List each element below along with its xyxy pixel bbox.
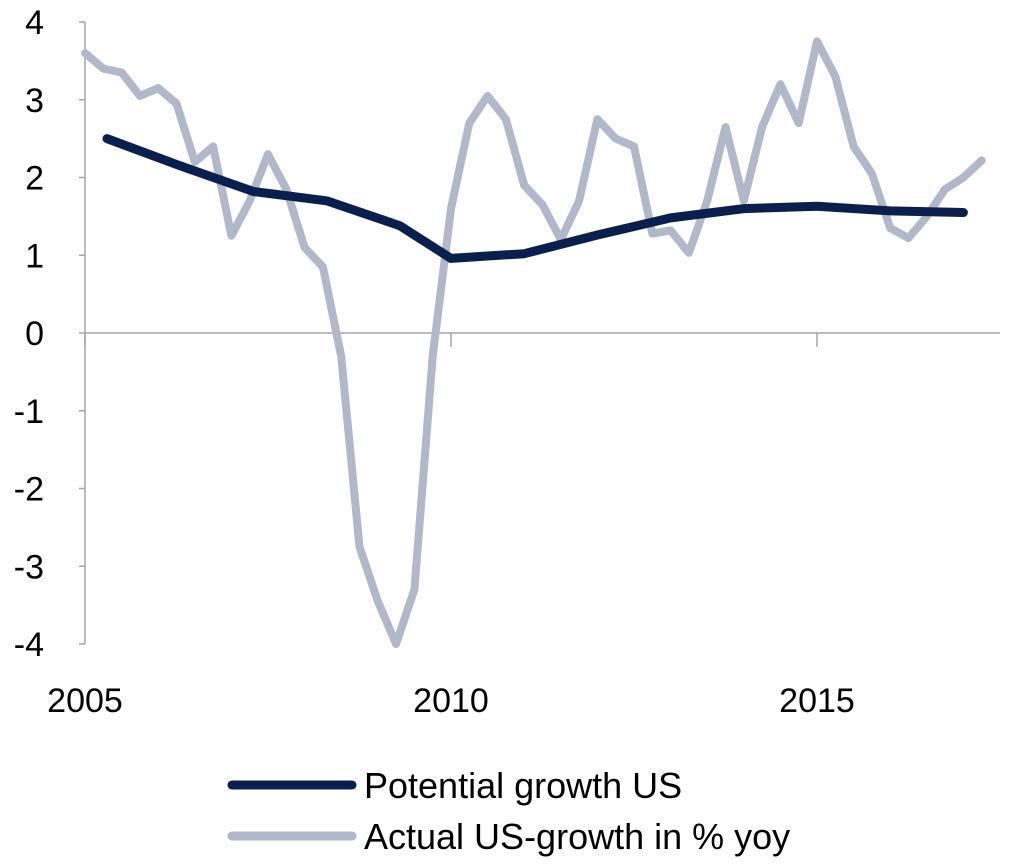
series-line-potential-growth xyxy=(102,134,968,263)
y-tick-label: 3 xyxy=(25,82,44,120)
series-line-actual-growth xyxy=(81,37,986,648)
legend-label-potential-growth: Potential growth US xyxy=(364,765,682,806)
x-axis: 2005 2010 2015 xyxy=(47,332,1000,720)
y-axis: 4 3 2 1 0 -1 -2 -3 -4 xyxy=(14,4,86,664)
series-layer xyxy=(81,37,986,648)
legend: Potential growth US Actual US-growth in … xyxy=(227,765,790,857)
x-tick-label: 2010 xyxy=(413,682,489,720)
y-tick-label: 2 xyxy=(25,160,44,198)
y-tick-label: 1 xyxy=(25,237,44,275)
y-tick-label: -3 xyxy=(14,548,44,586)
legend-label-actual-growth: Actual US-growth in % yoy xyxy=(364,816,790,857)
y-tick-label: 0 xyxy=(25,315,44,353)
y-tick-label: -2 xyxy=(14,471,44,509)
y-tick-label: -4 xyxy=(14,626,44,664)
y-tick-label: -1 xyxy=(14,393,44,431)
x-tick-label: 2005 xyxy=(47,682,123,720)
x-tick-label: 2015 xyxy=(779,682,855,720)
y-tick-label: 4 xyxy=(25,4,44,42)
